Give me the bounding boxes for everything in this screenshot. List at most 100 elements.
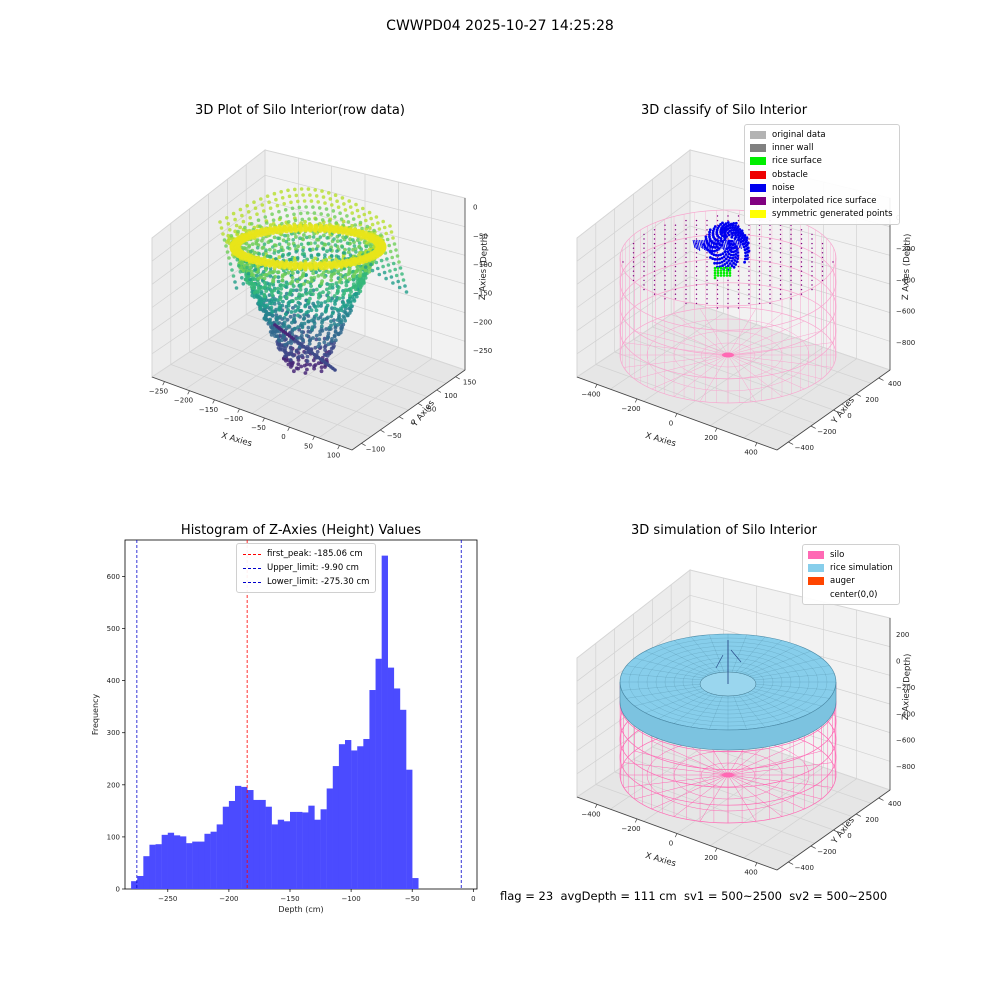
noise-point <box>710 239 714 252</box>
data-point <box>277 242 282 246</box>
surface-point <box>769 238 771 240</box>
data-point <box>357 214 361 219</box>
data-point <box>263 215 268 219</box>
data-point <box>256 281 261 286</box>
surface-point <box>790 261 792 263</box>
silo-wire-floor-ring <box>700 342 756 368</box>
histogram-bar <box>173 835 181 889</box>
data-point <box>363 265 368 269</box>
z-tick-label: −50 <box>473 232 488 240</box>
histogram-bar <box>155 844 162 889</box>
data-point <box>296 199 300 204</box>
data-point <box>276 286 280 291</box>
panel2-title: 3D classify of Silo Interior <box>640 103 808 118</box>
data-point <box>287 224 293 230</box>
data-point <box>362 212 367 217</box>
data-point <box>288 314 293 319</box>
data-point <box>264 309 269 314</box>
data-point <box>309 288 313 293</box>
data-point <box>360 278 365 283</box>
data-point <box>322 233 326 238</box>
x-tick-label: −200 <box>174 397 193 405</box>
surface-point <box>758 302 761 305</box>
data-point <box>381 264 385 269</box>
data-point <box>338 211 342 215</box>
data-point <box>336 322 340 327</box>
x-tick-label: −200 <box>621 825 640 833</box>
data-point <box>313 363 318 367</box>
data-point <box>267 293 272 297</box>
data-point <box>268 206 273 210</box>
surface-point <box>779 242 782 245</box>
data-point <box>398 266 403 270</box>
noise-point <box>727 239 731 251</box>
data-point <box>274 197 278 202</box>
data-point <box>306 325 311 330</box>
noise-point <box>697 239 701 252</box>
data-point <box>277 255 282 260</box>
data-point <box>329 278 334 282</box>
data-point <box>321 195 326 199</box>
histogram-bar <box>167 832 175 889</box>
data-point <box>343 275 348 280</box>
data-point <box>328 224 335 230</box>
data-point <box>349 308 353 313</box>
data-point <box>388 249 393 254</box>
surface-point <box>695 275 698 277</box>
data-point <box>326 295 331 300</box>
histogram-bar <box>216 824 223 889</box>
data-point <box>337 296 342 301</box>
noise-point <box>723 235 726 239</box>
data-point <box>344 235 348 239</box>
surface-point <box>632 242 635 245</box>
noise-point <box>735 239 739 252</box>
rice-surface-point <box>713 271 717 275</box>
surface-point <box>800 247 803 249</box>
tick-mark <box>212 399 215 404</box>
data-point <box>281 238 286 243</box>
legend-line <box>243 553 261 555</box>
data-point <box>263 284 268 288</box>
data-point <box>279 286 284 291</box>
noise-point <box>708 228 712 232</box>
data-point <box>385 237 390 242</box>
data-point <box>222 238 227 242</box>
data-point <box>250 242 255 246</box>
data-point <box>245 265 249 270</box>
data-point <box>310 247 315 252</box>
data-point <box>252 250 257 255</box>
data-point <box>388 224 392 228</box>
surface-point <box>727 298 729 300</box>
data-point <box>249 269 254 274</box>
data-point <box>341 304 345 309</box>
noise-point <box>694 239 698 250</box>
noise-point <box>726 255 730 259</box>
surface-point <box>790 284 792 286</box>
data-point <box>379 233 383 237</box>
x-tick-label: 0 <box>281 433 285 441</box>
surface-point <box>727 238 729 240</box>
data-point <box>218 220 222 224</box>
data-point <box>302 321 307 326</box>
data-point <box>272 328 277 333</box>
surface-point <box>643 238 645 240</box>
surface-point <box>748 265 750 268</box>
surface-point <box>737 288 740 291</box>
data-point <box>294 366 299 371</box>
data-point <box>332 237 336 241</box>
histogram-bar <box>204 833 211 889</box>
legend-entry-rice-surface: rice surface <box>750 155 893 168</box>
data-point <box>316 316 321 321</box>
tick-mark <box>878 797 884 801</box>
data-point <box>321 290 325 294</box>
data-point <box>319 365 324 370</box>
data-point <box>328 248 332 252</box>
data-point <box>353 292 358 296</box>
surface-point <box>779 298 782 300</box>
data-point <box>338 330 343 335</box>
data-point <box>268 274 273 278</box>
surface-point <box>706 265 708 268</box>
data-point <box>384 231 389 236</box>
data-point <box>286 324 291 329</box>
data-point <box>238 207 243 212</box>
